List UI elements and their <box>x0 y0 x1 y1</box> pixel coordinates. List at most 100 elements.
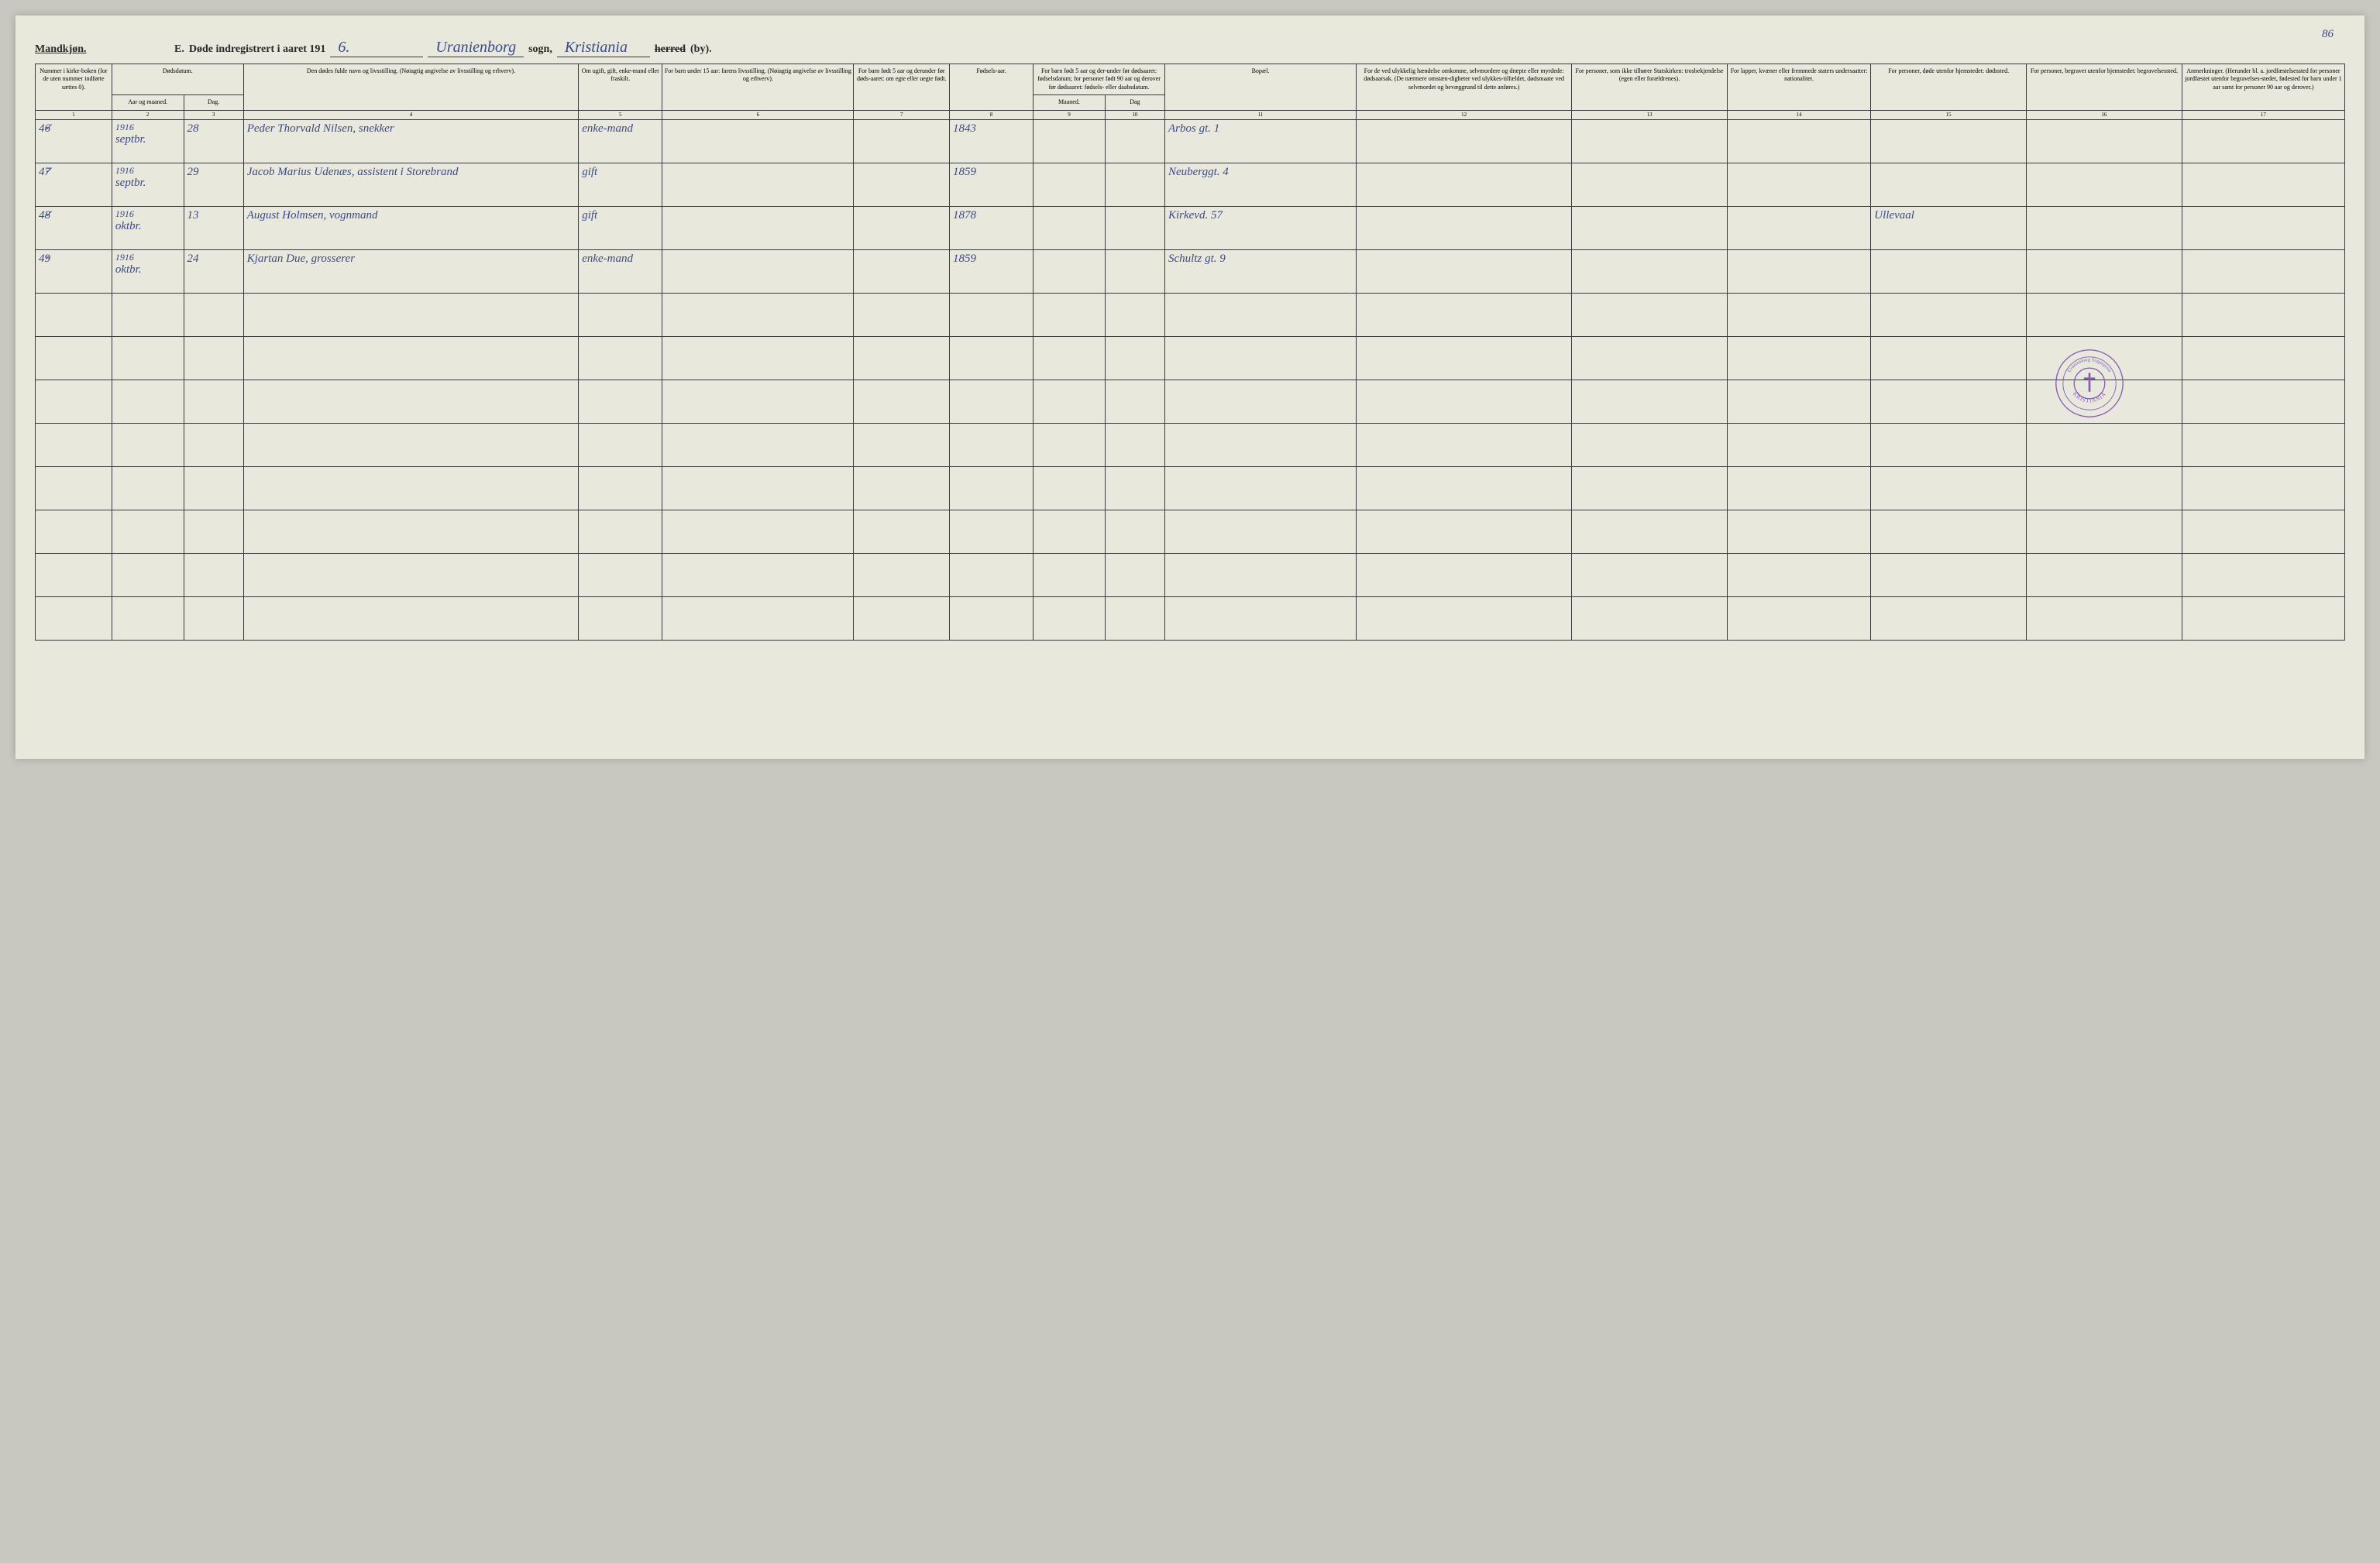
cell <box>36 336 112 380</box>
cell: 24 <box>184 249 243 293</box>
cell <box>2027 163 2182 206</box>
cell <box>579 596 662 640</box>
cell <box>36 293 112 336</box>
cell <box>1727 596 1870 640</box>
cell <box>1105 553 1164 596</box>
cell <box>1871 553 2027 596</box>
cell: ×49 <box>36 249 112 293</box>
cell: gift <box>579 206 662 249</box>
cell <box>1034 206 1106 249</box>
cell <box>243 466 578 510</box>
table-row: ✓481916oktbr.13August Holmsen, vognmandg… <box>36 206 2345 249</box>
col-num: 9 <box>1034 110 1106 119</box>
cell <box>36 380 112 423</box>
col-header-status: Om ugift, gift, enke-mand eller fraskilt… <box>579 64 662 111</box>
cell <box>1034 510 1106 553</box>
cell <box>2027 249 2182 293</box>
cell <box>2182 249 2344 293</box>
cell <box>579 510 662 553</box>
cell <box>1164 423 1356 466</box>
col-num: 17 <box>2182 110 2344 119</box>
cell <box>1871 249 2027 293</box>
cell <box>1871 336 2027 380</box>
col-header-cause: For de ved ulykkelig hændelse omkomne, s… <box>1357 64 1572 111</box>
cell: Neuberggt. 4 <box>1164 163 1356 206</box>
cell <box>1572 596 1728 640</box>
cell <box>1034 423 1106 466</box>
table-row <box>36 510 2345 553</box>
table-row <box>36 380 2345 423</box>
cell <box>184 423 243 466</box>
col-header-burial-place: For personer, begravet utenfor hjemstede… <box>2027 64 2182 111</box>
table-body: ✓461916septbr.28Peder Thorvald Nilsen, s… <box>36 119 2345 640</box>
cell <box>950 510 1034 553</box>
cell <box>2027 553 2182 596</box>
cell <box>243 553 578 596</box>
cell <box>1034 119 1106 163</box>
cell <box>854 293 950 336</box>
cell <box>1871 596 2027 640</box>
cell <box>2027 423 2182 466</box>
cell <box>1727 206 1870 249</box>
cell <box>1357 466 1572 510</box>
cell <box>1357 553 1572 596</box>
header-title: E. Døde indregistrert i aaret 191 6. Ura… <box>174 39 2345 57</box>
cell <box>854 596 950 640</box>
col-num: 12 <box>1357 110 1572 119</box>
death-register-table: Nummer i kirke-boken (for de uten nummer… <box>35 64 2345 641</box>
cell: 13 <box>184 206 243 249</box>
cell <box>184 380 243 423</box>
cell <box>1105 466 1164 510</box>
cell: Jacob Marius Udenæs, assistent i Storebr… <box>243 163 578 206</box>
cell <box>1357 336 1572 380</box>
herred-name: Kristiania <box>557 39 650 57</box>
cell <box>662 163 854 206</box>
cell <box>950 423 1034 466</box>
col-header-birth-month: Maaned. <box>1034 95 1106 110</box>
cell <box>1357 163 1572 206</box>
col-header-father: For barn under 15 aar: farens livsstilli… <box>662 64 854 111</box>
cell <box>1034 380 1106 423</box>
cell <box>2027 336 2182 380</box>
cell <box>854 510 950 553</box>
cell <box>184 596 243 640</box>
cell <box>1357 249 1572 293</box>
col-header-day: Dag. <box>184 95 243 110</box>
year-suffix: 6. <box>330 39 423 57</box>
cell <box>854 423 950 466</box>
cell <box>1727 163 1870 206</box>
cell <box>184 293 243 336</box>
cell <box>1105 163 1164 206</box>
cell <box>2182 206 2344 249</box>
cell <box>1357 423 1572 466</box>
cell <box>662 206 854 249</box>
sogn-name: Uranienborg <box>428 39 524 57</box>
cell <box>662 423 854 466</box>
cell <box>243 380 578 423</box>
cell <box>2182 553 2344 596</box>
col-header-birth-day: Dag <box>1105 95 1164 110</box>
cell <box>1572 466 1728 510</box>
cell <box>1871 119 2027 163</box>
cell <box>662 293 854 336</box>
cell <box>1357 596 1572 640</box>
cell <box>1572 423 1728 466</box>
cell <box>662 380 854 423</box>
table-row <box>36 553 2345 596</box>
cell: Ullevaal <box>1871 206 2027 249</box>
cell: ✓48 <box>36 206 112 249</box>
cell <box>1871 293 2027 336</box>
cell <box>1105 510 1164 553</box>
cell <box>1105 249 1164 293</box>
by-label: (by). <box>690 43 712 56</box>
cell <box>1357 293 1572 336</box>
cell <box>854 206 950 249</box>
title-prefix: Døde indregistrert i aaret 191 <box>189 43 326 56</box>
sogn-label: sogn, <box>528 43 552 56</box>
cell <box>1164 380 1356 423</box>
cell <box>243 596 578 640</box>
cell <box>112 466 184 510</box>
cell <box>1871 423 2027 466</box>
cell <box>1164 553 1356 596</box>
cell <box>579 423 662 466</box>
